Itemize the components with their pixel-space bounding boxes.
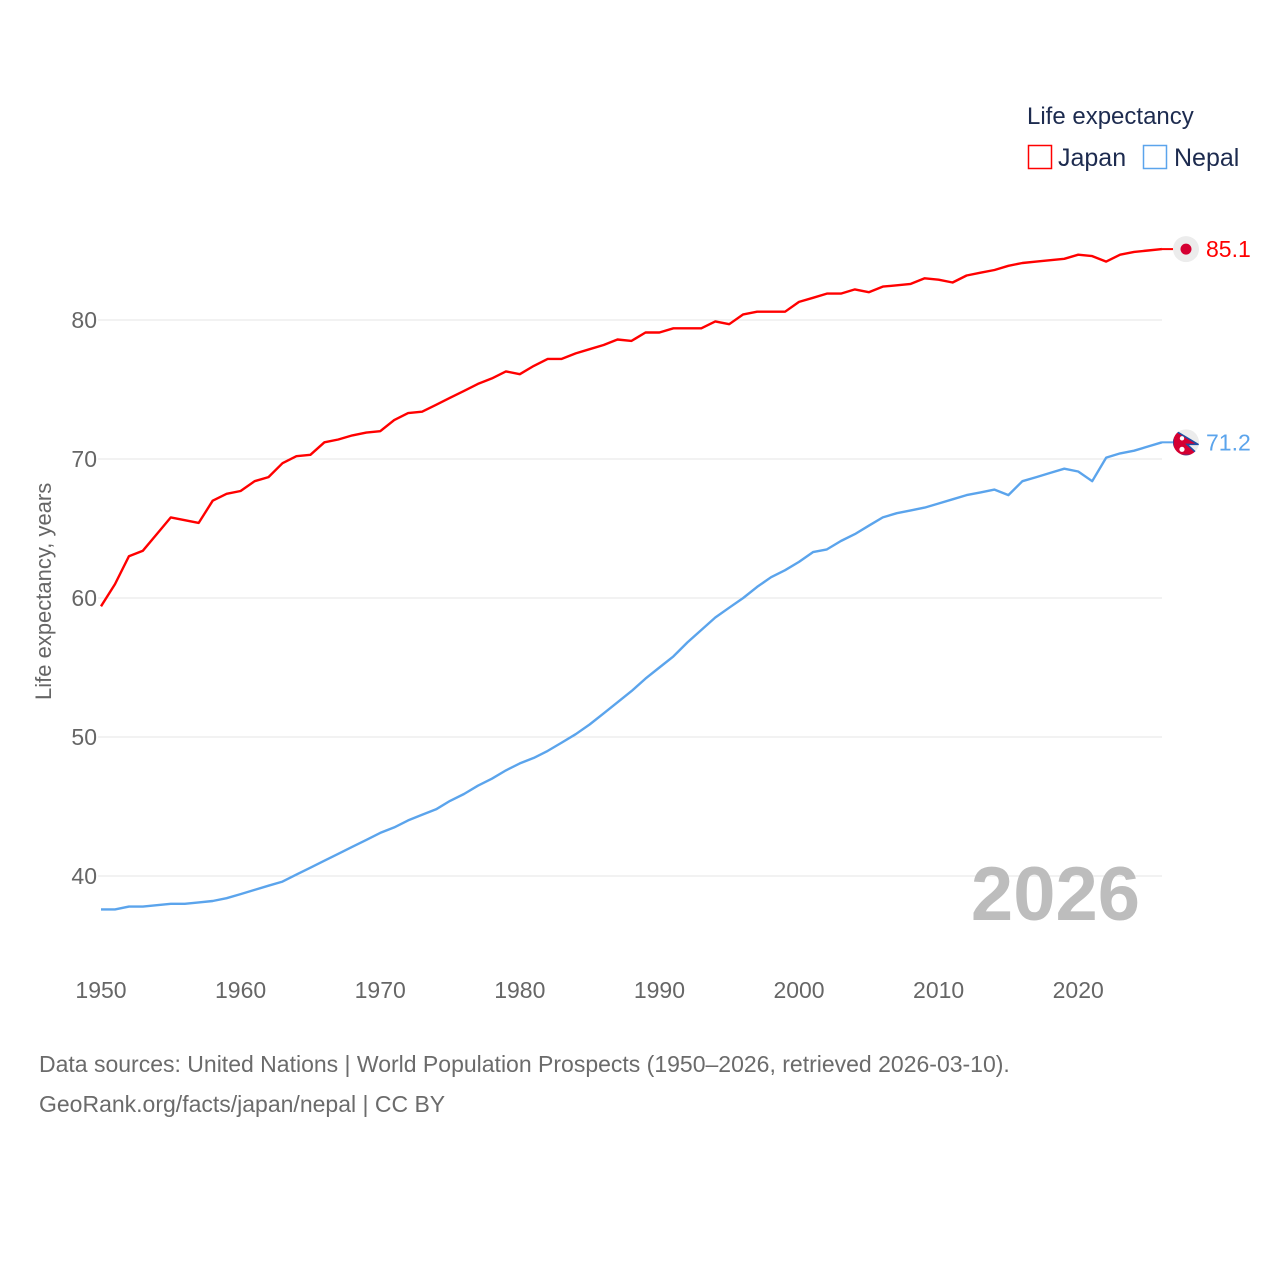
x-axis-ticks: 1950 1960 1970 1980 1990 2000 2010 2020 xyxy=(75,977,1103,1003)
series-end-markers: 85.1 71.2 xyxy=(1162,236,1251,456)
gridlines xyxy=(98,319,1162,877)
x-tick-label: 1980 xyxy=(494,977,545,1003)
x-tick-label: 2010 xyxy=(913,977,964,1003)
legend: Life expectancy Japan Nepal xyxy=(1027,103,1239,172)
series-lines xyxy=(99,247,1163,911)
end-value-japan: 85.1 xyxy=(1206,236,1251,262)
source-line-attribution[interactable]: GeoRank.org/facts/japan/nepal | CC BY xyxy=(39,1091,446,1117)
x-tick-label: 1990 xyxy=(634,977,685,1003)
series-line-nepal xyxy=(101,441,1163,911)
y-axis-ticks: 40 50 60 70 80 xyxy=(71,307,97,889)
legend-label-japan: Japan xyxy=(1058,144,1126,172)
x-tick-label: 1950 xyxy=(75,977,126,1003)
source-note: Data sources: United Nations | World Pop… xyxy=(39,1044,1010,1124)
legend-swatch-japan xyxy=(1027,144,1053,170)
x-tick-label: 1970 xyxy=(355,977,406,1003)
source-line-data: Data sources: United Nations | World Pop… xyxy=(39,1051,1010,1077)
flag-japan-icon xyxy=(1173,236,1199,263)
y-tick-label: 60 xyxy=(71,585,97,611)
legend-item-nepal[interactable]: Nepal xyxy=(1142,144,1240,172)
x-tick-label: 2000 xyxy=(773,977,824,1003)
legend-item-japan[interactable]: Japan xyxy=(1027,144,1127,172)
end-value-nepal: 71.2 xyxy=(1206,429,1251,455)
y-tick-label: 40 xyxy=(71,863,97,889)
current-year-label: 2026 xyxy=(971,852,1140,937)
y-tick-label: 50 xyxy=(71,724,97,750)
x-tick-label: 1960 xyxy=(215,977,266,1003)
legend-title: Life expectancy xyxy=(1027,103,1194,130)
y-tick-label: 80 xyxy=(71,307,97,333)
y-axis-label: Life expectancy, years xyxy=(31,483,56,700)
legend-label-nepal: Nepal xyxy=(1174,144,1239,172)
flag-nepal-icon xyxy=(1173,429,1199,456)
x-tick-label: 2020 xyxy=(1053,977,1104,1003)
y-tick-label: 70 xyxy=(71,446,97,472)
series-line-japan xyxy=(99,247,1163,607)
legend-swatch-nepal xyxy=(1142,144,1168,170)
